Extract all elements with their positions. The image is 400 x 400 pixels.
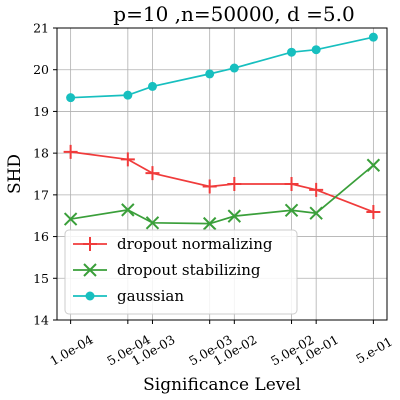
data-point-dropout-normalizing: [284, 177, 299, 192]
data-point-dropout-stabilizing: [202, 216, 217, 231]
data-point-gaussian: [287, 47, 297, 57]
legend-marker-dropout-normalizing: [83, 237, 97, 251]
legend-label-dropout-normalizing: dropout normalizing: [117, 235, 273, 253]
x-axis-label: Significance Level: [143, 375, 301, 395]
data-point-gaussian: [311, 45, 321, 55]
x-tick-label: 1.0e-04: [47, 332, 96, 369]
legend-box: [64, 229, 298, 315]
y-tick-label: 17: [33, 187, 49, 202]
series-dropout-normalizing: [63, 144, 381, 219]
y-tick-label: 19: [33, 104, 49, 119]
series-line-dropout-stabilizing: [70, 164, 374, 225]
data-point-gaussian: [229, 63, 239, 73]
plot-frame: [56, 27, 388, 321]
data-point-dropout-normalizing: [366, 204, 381, 219]
y-tick-label: 15: [33, 271, 49, 286]
y-axis-label: SHD: [5, 154, 25, 194]
data-point-dropout-stabilizing: [145, 216, 160, 230]
legend-marker-dropout-stabilizing: [83, 263, 97, 277]
data-point-dropout-normalizing: [227, 177, 242, 192]
data-point-dropout-normalizing: [202, 179, 217, 194]
data-point-dropout-normalizing: [145, 166, 160, 181]
y-tick-label: 20: [33, 62, 49, 77]
legend: dropout normalizing dropout stabilizing ga…: [64, 229, 298, 315]
y-tick-label: 21: [33, 21, 49, 36]
data-point-gaussian: [205, 69, 215, 79]
data-point-dropout-normalizing: [120, 152, 135, 167]
x-tick-label: 5.e-01: [353, 334, 395, 367]
data-point-dropout-stabilizing: [227, 209, 242, 223]
series-gaussian: [66, 32, 378, 103]
data-point-dropout-stabilizing: [121, 203, 135, 217]
data-point-dropout-stabilizing: [63, 212, 78, 226]
data-point-dropout-stabilizing: [284, 203, 299, 217]
data-point-gaussian: [368, 32, 378, 42]
y-tick-label: 18: [33, 146, 49, 161]
data-point-dropout-normalizing: [63, 144, 78, 159]
data-point-gaussian: [147, 81, 157, 91]
series-line-gaussian: [70, 36, 374, 99]
data-point-gaussian: [123, 90, 133, 100]
legend-marker-gaussian: [85, 291, 95, 301]
legend-label-gaussian: gaussian: [117, 287, 184, 305]
data-point-gaussian: [66, 93, 76, 103]
y-tick-label: 16: [33, 229, 49, 244]
data-point-dropout-normalizing: [309, 182, 324, 197]
series-layer: [63, 32, 381, 231]
series-dropout-stabilizing: [63, 158, 381, 231]
data-point-dropout-stabilizing: [309, 206, 323, 220]
chart-title: p=10 ,n=50000, d =5.0: [113, 2, 354, 26]
legend-label-dropout-stabilizing: dropout stabilizing: [117, 261, 261, 279]
data-point-dropout-stabilizing: [366, 158, 381, 172]
y-tick-label: 14: [33, 313, 49, 328]
